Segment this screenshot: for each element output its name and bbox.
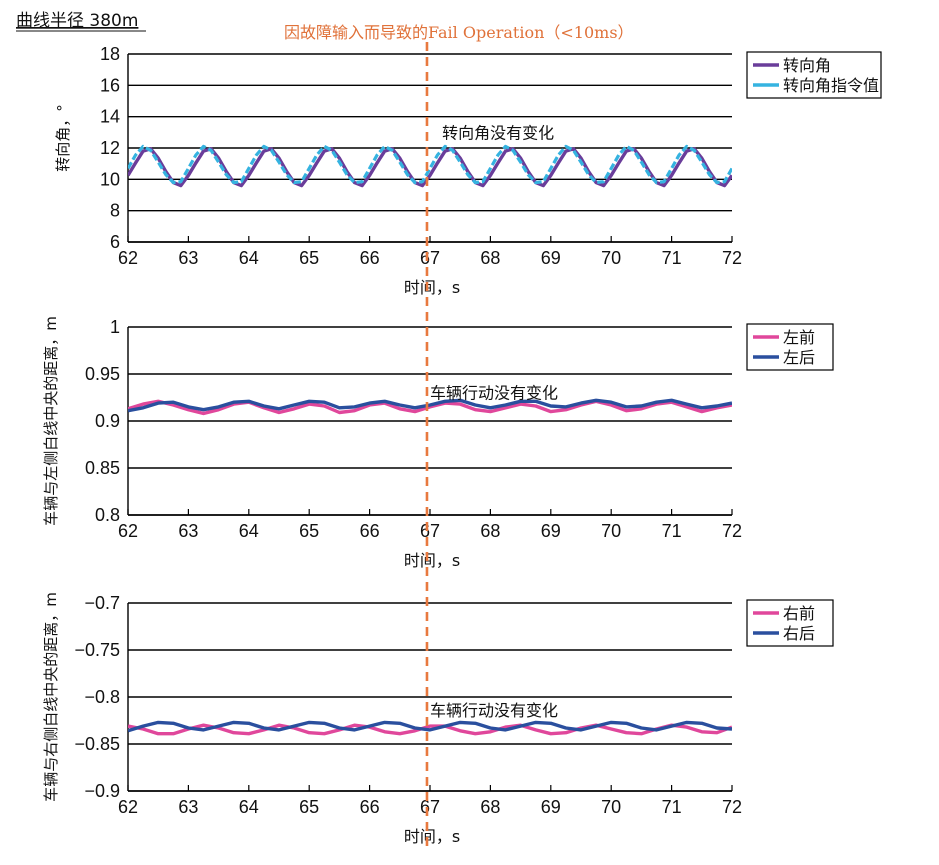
legend-entry: 转向角指令值 xyxy=(783,76,879,95)
x-tick-label: 72 xyxy=(722,797,742,817)
x-tick-label: 66 xyxy=(360,521,380,541)
x-tick-label: 65 xyxy=(299,797,319,817)
y-tick-label: 0.95 xyxy=(85,364,120,384)
chart-panel-right-distance: −0.9 −0.85 −0.8 −0.75 −0.7 62 63 64 65 66 67 68 69 70… xyxy=(42,592,834,846)
y-tick-label: 0.9 xyxy=(95,411,120,431)
x-tick-label: 68 xyxy=(480,521,500,541)
x-tick-label: 65 xyxy=(299,248,319,268)
legend-entry: 转向角 xyxy=(783,56,831,75)
series-line-left-distance-1 xyxy=(128,398,732,413)
x-tick-label: 62 xyxy=(118,248,138,268)
x-tick-label: 62 xyxy=(118,521,138,541)
y-tick-label: 0.85 xyxy=(85,458,120,478)
x-tick-label: 69 xyxy=(541,797,561,817)
x-tick-label: 70 xyxy=(601,521,621,541)
series-line-right-distance-1 xyxy=(128,720,732,733)
x-tick-label: 63 xyxy=(178,248,198,268)
x-tick-label: 70 xyxy=(601,248,621,268)
x-tick-label: 71 xyxy=(662,797,682,817)
x-axis-label: 时间，s xyxy=(404,551,460,570)
x-tick-label: 70 xyxy=(601,797,621,817)
x-axis-label: 时间，s xyxy=(404,827,460,846)
y-tick-label: 12 xyxy=(100,138,120,158)
series-line-steering-0 xyxy=(128,147,732,188)
x-tick-label: 69 xyxy=(541,248,561,268)
series-line-right-distance-0 xyxy=(128,723,732,736)
x-tick-label: 66 xyxy=(360,248,380,268)
legend-entry: 右前 xyxy=(783,604,815,623)
y-axis-label: 车辆与右侧白线中央的距离，m xyxy=(42,592,60,802)
x-tick-label: 65 xyxy=(299,521,319,541)
x-tick-label: 63 xyxy=(178,521,198,541)
x-tick-label: 62 xyxy=(118,797,138,817)
x-tick-label: 67 xyxy=(420,521,440,541)
y-tick-label: 16 xyxy=(100,75,120,95)
series-line-steering-1 xyxy=(128,144,732,185)
annotation-text: 车辆行动没有变化 xyxy=(430,701,558,720)
x-tick-label: 69 xyxy=(541,521,561,541)
annotation-text: 转向角没有变化 xyxy=(442,124,554,143)
y-tick-label: −0.75 xyxy=(74,640,120,660)
y-tick-label: −0.7 xyxy=(84,593,120,613)
legend-entry: 左后 xyxy=(783,348,815,367)
y-tick-label: 8 xyxy=(110,201,120,221)
x-tick-label: 71 xyxy=(662,521,682,541)
x-tick-label: 72 xyxy=(722,248,742,268)
legend-box xyxy=(746,599,834,647)
y-tick-label: 0.8 xyxy=(95,505,120,525)
legend-box xyxy=(746,323,834,371)
y-tick-label: 10 xyxy=(100,169,120,189)
x-tick-label: 66 xyxy=(360,797,380,817)
legend-entry: 右后 xyxy=(783,624,815,643)
fault-label: 因故障输入而导致的Fail Operation（<10ms） xyxy=(284,23,634,42)
y-tick-label: −0.9 xyxy=(84,781,120,801)
y-tick-label: 6 xyxy=(110,232,120,252)
x-tick-label: 64 xyxy=(239,797,259,817)
y-axis-label: 车辆与左侧白线中央的距离，m xyxy=(42,316,60,526)
y-tick-label: 18 xyxy=(100,44,120,64)
figure-title: 曲线半径 380m xyxy=(16,11,138,31)
x-tick-label: 64 xyxy=(239,521,259,541)
x-tick-label: 68 xyxy=(480,797,500,817)
annotation-text: 车辆行动没有变化 xyxy=(430,383,558,402)
x-tick-label: 68 xyxy=(480,248,500,268)
legend-entry: 左前 xyxy=(783,328,815,347)
x-tick-label: 71 xyxy=(662,248,682,268)
x-tick-label: 63 xyxy=(178,797,198,817)
y-tick-label: −0.8 xyxy=(84,687,120,707)
y-tick-label: 1 xyxy=(110,317,120,337)
y-tick-label: −0.85 xyxy=(74,734,120,754)
x-tick-label: 67 xyxy=(420,248,440,268)
series-line-left-distance-0 xyxy=(128,399,732,416)
chart-panel-left-distance: 0.8 0.85 0.9 0.95 1 62 63 64 65 66 67 68 69 70 71 72 时间，… xyxy=(42,316,834,570)
y-axis-label: 转向角，° xyxy=(54,104,72,172)
x-axis-label: 时间，s xyxy=(404,278,460,297)
legend-box xyxy=(746,51,882,99)
x-tick-label: 72 xyxy=(722,521,742,541)
x-tick-label: 67 xyxy=(420,797,440,817)
y-tick-label: 14 xyxy=(100,107,120,127)
x-tick-label: 64 xyxy=(239,248,259,268)
